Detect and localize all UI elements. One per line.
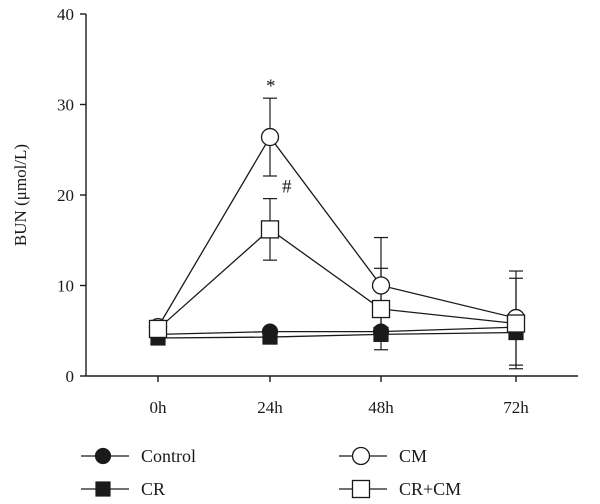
legend-item-cm: CM — [339, 446, 427, 466]
point-cr-cm — [260, 220, 280, 239]
point-cr-cm — [148, 319, 168, 339]
y-tick-label: 10 — [57, 277, 74, 296]
legend-marker-cr — [95, 481, 111, 497]
series-line-cr-cm — [157, 228, 517, 330]
legend-marker-cr-cm — [351, 479, 371, 499]
y-axis-label: BUN (μmol/L) — [11, 144, 30, 246]
significance-marker: # — [282, 177, 292, 198]
point-cr — [262, 329, 278, 345]
annotations: *# — [266, 76, 292, 197]
y-tick-label: 20 — [57, 186, 74, 205]
y-tick-label: 40 — [57, 5, 74, 24]
point-cr-cm — [371, 299, 391, 319]
legend-label-cm: CM — [399, 446, 427, 466]
series-line-cm — [157, 135, 517, 328]
legend-item-cr-cm: CR+CM — [339, 479, 461, 499]
series-line-control — [157, 326, 517, 336]
x-tick-label: 48h — [368, 398, 394, 417]
legend-label-cr: CR — [141, 479, 165, 499]
legend-item-cr: CR — [81, 479, 165, 499]
data-markers — [148, 127, 526, 346]
x-tick-label: 24h — [257, 398, 283, 417]
point-cm — [260, 127, 280, 147]
legend-label-cr-cm: CR+CM — [399, 479, 461, 499]
point-cr — [373, 326, 389, 342]
x-tick-label: 72h — [503, 398, 529, 417]
legend: Control CR CM CR+CM — [81, 446, 461, 499]
series-line-cr — [157, 331, 517, 339]
legend-item-control: Control — [81, 446, 196, 466]
point-cm — [371, 276, 391, 295]
significance-marker: * — [266, 76, 276, 97]
legend-marker-cm — [351, 446, 371, 466]
axes: 0 10 20 30 40 0h 24h 48h 72h BUN (μmol/L) — [11, 5, 578, 417]
y-tick-label: 0 — [66, 367, 75, 386]
legend-marker-control — [94, 447, 112, 465]
series-lines — [157, 135, 517, 339]
point-cr-cm — [506, 314, 526, 333]
legend-label-control: Control — [141, 446, 196, 466]
y-tick-label: 30 — [57, 96, 74, 115]
x-tick-label: 0h — [150, 398, 168, 417]
